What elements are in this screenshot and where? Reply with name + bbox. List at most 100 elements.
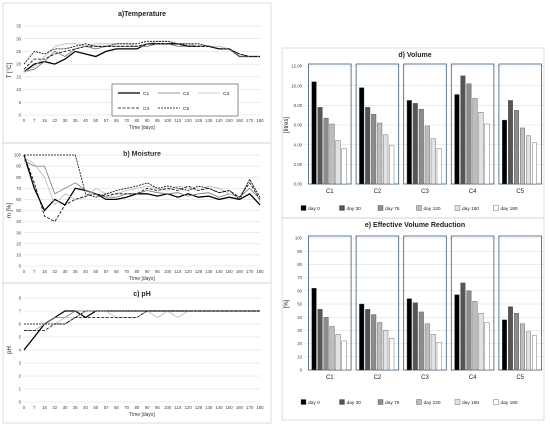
series-line-C5 [24, 310, 260, 325]
x-tick-label: 15 [42, 118, 47, 123]
x-tick-label: 140 [215, 269, 223, 274]
bar-C4-day-75 [466, 290, 472, 371]
category-label: C4 [469, 189, 477, 195]
bar-C3-day-0 [406, 100, 412, 185]
y-tick-label: 90 [16, 164, 21, 169]
x-tick-label: 160 [236, 405, 244, 410]
category-label: C2 [374, 189, 382, 195]
bar-C4-day-0 [454, 94, 460, 185]
legend-label: day 30 [347, 400, 362, 406]
bar-C5-day-0 [502, 319, 508, 371]
bar-C3-day-30 [412, 302, 418, 371]
bar-C5-day-30 [508, 306, 514, 371]
y-tick-label: 1 [19, 387, 22, 392]
x-tick-label: 90 [145, 405, 150, 410]
legend-label: day 120 [424, 206, 441, 212]
bar-C5-day-0 [502, 119, 508, 185]
legend-swatch-day-0 [300, 205, 307, 211]
y-tick-label: 10 [16, 253, 21, 258]
x-tick-label: 0 [23, 405, 26, 410]
bar-C1-day-150 [335, 334, 341, 371]
x-tick-label: 110 [174, 405, 181, 410]
category-label: C4 [469, 375, 477, 381]
y-axis-label: [%] [284, 299, 290, 308]
x-tick-label: 70 [124, 269, 129, 274]
chart-title: d) Volume [398, 52, 431, 59]
bar-C1-day-120 [329, 123, 335, 185]
legend-label: day 0 [308, 206, 320, 212]
y-tick-label: 4 [19, 348, 22, 353]
y-axis-label: m [%] [7, 203, 13, 219]
x-tick-label: 160 [236, 118, 244, 123]
x-tick-label: 0 [23, 269, 26, 274]
y-tick-label: 5 [19, 100, 22, 105]
y-tick-label: 10 [297, 354, 302, 359]
line-chart-1: a)Temperature 0 5 10 15 20 25 30 35 0 7 15 22 30 35 40 5… [2, 2, 272, 144]
chart-legend: C1 C2 C3 C4 C5 [111, 83, 239, 117]
x-tick-label: 95 [155, 405, 160, 410]
chart-title: c) pH [133, 291, 151, 298]
x-tick-label: 160 [236, 269, 244, 274]
x-tick-label: 95 [155, 269, 160, 274]
y-tick-label: 20 [297, 341, 302, 346]
y-tick-label: 40 [297, 315, 302, 320]
y-tick-label: 10 [16, 87, 21, 92]
x-tick-label: 95 [155, 118, 160, 123]
bar-C3-day-30 [412, 103, 418, 185]
x-tick-label: 7 [33, 269, 36, 274]
bar-C3-day-180 [436, 148, 442, 185]
x-tick-label: 150 [226, 269, 234, 274]
legend-swatch-day-150 [454, 399, 461, 405]
x-axis-label: Time [days] [129, 125, 155, 131]
bar-C3-day-120 [424, 323, 430, 371]
x-tick-label: 30 [63, 405, 68, 410]
chart-legend: day 0 day 30 day 75 day 120 day 150 day 180 [300, 205, 518, 212]
bar-C2-day-150 [383, 134, 389, 185]
bar-C5-day-75 [514, 313, 520, 371]
x-tick-label: 110 [174, 269, 181, 274]
x-tick-label: 57 [104, 118, 109, 123]
x-tick-label: 65 [114, 118, 119, 123]
legend-swatch-day-30 [339, 205, 345, 211]
y-tick-label: 8.00 [294, 103, 303, 108]
x-tick-label: 65 [114, 269, 119, 274]
series-line-C4 [23, 43, 260, 70]
bar-C1-day-120 [329, 326, 335, 371]
bar-C3-day-180 [436, 342, 442, 371]
y-tick-label: 0 [19, 264, 22, 269]
bar-C4-day-150 [478, 313, 484, 371]
y-tick-label: 50 [297, 302, 302, 307]
y-tick-label: 30 [16, 36, 21, 41]
x-tick-label: 180 [256, 269, 264, 274]
y-axis-label: [litres] [284, 117, 290, 133]
legend-label-C5: C5 [183, 106, 189, 112]
legend-label: day 75 [385, 206, 400, 212]
bar-C3-day-75 [418, 311, 424, 371]
category-label: C2 [374, 375, 382, 381]
y-tick-label: 6.00 [294, 123, 303, 128]
y-tick-label: 2 [19, 374, 22, 379]
legend-swatch-day-120 [416, 399, 422, 405]
x-tick-label: 128 [195, 405, 203, 410]
bar-C2-day-120 [377, 122, 383, 185]
x-tick-label: 57 [104, 269, 109, 274]
legend-label-C2: C2 [183, 91, 189, 97]
legend-swatch-day-120 [416, 205, 422, 211]
bar-C5-day-120 [520, 127, 526, 185]
legend-swatch-day-75 [377, 399, 384, 405]
legend-label: day 180 [501, 206, 518, 212]
y-tick-label: 6 [19, 322, 22, 327]
x-tick-label: 120 [185, 405, 193, 410]
category-label: C5 [516, 189, 524, 195]
x-tick-label: 50 [93, 405, 98, 410]
legend-label: day 150 [462, 400, 479, 406]
x-tick-label: 170 [246, 269, 254, 274]
bar-C4-day-75 [466, 83, 472, 185]
x-tick-label: 100 [164, 269, 172, 274]
y-tick-label: 25 [16, 49, 21, 54]
bar-C3-day-120 [424, 125, 430, 185]
y-tick-label: 0.00 [294, 182, 303, 187]
y-tick-label: 20 [16, 241, 21, 246]
y-tick-label: 50 [16, 208, 21, 213]
